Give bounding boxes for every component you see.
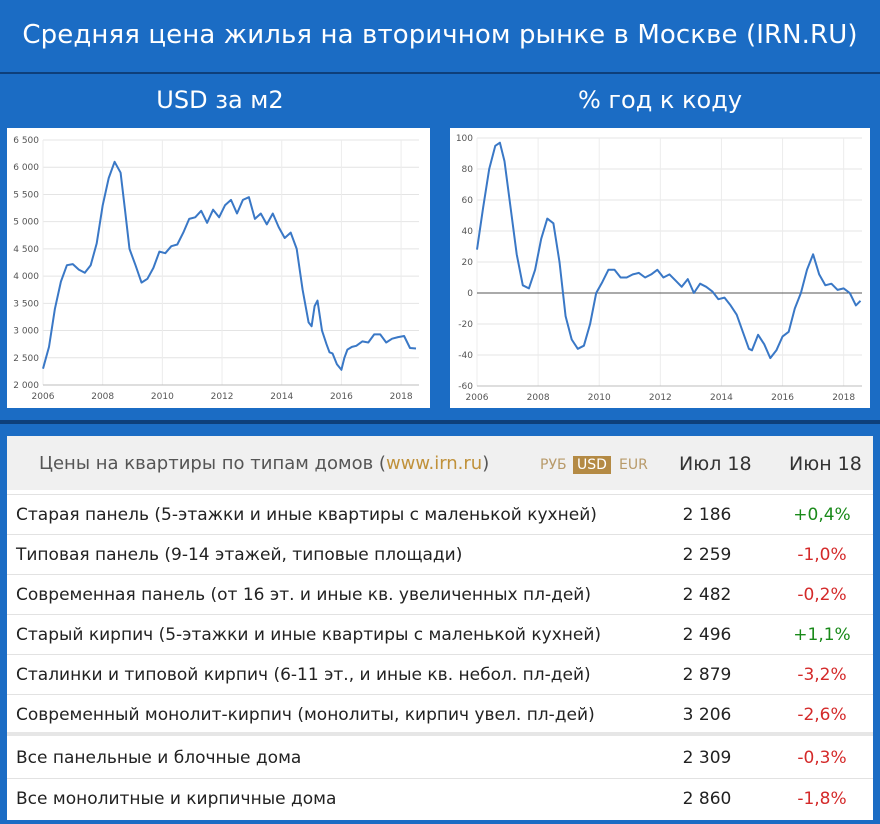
- row-value: 2 860: [682, 789, 732, 809]
- row-value: 2 879: [682, 665, 732, 685]
- yoy-chart: -60 -40 -20 0 20 40 60 80 100 2006 2008 2010 2012 201…: [450, 128, 870, 408]
- row-change: -1,0%: [797, 545, 847, 565]
- price-table: Цены на квартиры по типам домов (www.irn…: [7, 436, 873, 820]
- table-row: Типовая панель (9-14 этажей, типовые пло…: [7, 534, 873, 574]
- table-header: Цены на квартиры по типам домов (www.irn…: [7, 436, 873, 490]
- table-row: Старый кирпич (5-этажки и иные квартиры …: [7, 614, 873, 654]
- summary-row: Все панельные и блочные дома 2 309 -0,3%: [7, 738, 873, 778]
- price-chart-svg: 2 000 2 500 3 000 3 500 4 000 4 500 5 000 5 500…: [13, 136, 419, 402]
- currency-usd[interactable]: USD: [573, 456, 611, 474]
- yoy-y-tick-label: 60: [462, 196, 474, 206]
- yoy-y-tick-label: 0: [467, 289, 473, 299]
- price-y-tick-label: 4 500: [13, 245, 39, 255]
- yoy-series-line: [476, 141, 862, 360]
- price-x-tick-label: 2006: [32, 392, 55, 402]
- row-change: -0,3%: [797, 748, 847, 768]
- currency-rub[interactable]: РУБ: [540, 457, 567, 473]
- price-x-tick-label: 2010: [151, 392, 174, 402]
- price-y-tick-label: 4 000: [13, 272, 39, 282]
- currency-eur[interactable]: EUR: [619, 457, 648, 473]
- table-row: Современная панель (от 16 эт. и иные кв.…: [7, 574, 873, 614]
- row-value: 2 309: [682, 748, 732, 768]
- row-name: Сталинки и типовой кирпич (6-11 эт., и и…: [16, 665, 591, 685]
- column-previous-month: Июн 18: [789, 453, 862, 475]
- price-y-tick-label: 2 000: [13, 381, 39, 391]
- yoy-x-tick-label: 2016: [771, 393, 794, 403]
- yoy-y-tick-label: -60: [458, 382, 473, 392]
- row-change: +1,1%: [793, 625, 851, 645]
- summary-row: Все монолитные и кирпичные дома 2 860 -1…: [7, 778, 873, 818]
- price-x-tick-label: 2014: [270, 392, 293, 402]
- right-chart-title: % год к коду: [577, 86, 743, 114]
- yoy-x-tick-label: 2006: [466, 393, 489, 403]
- yoy-x-tick-label: 2018: [832, 393, 855, 403]
- yoy-y-tick-label: -20: [458, 320, 473, 330]
- table-title: Цены на квартиры по типам домов (www.irn…: [39, 453, 489, 474]
- yoy-y-tick-label: 40: [462, 227, 474, 237]
- price-x-tick-label: 2008: [91, 392, 114, 402]
- yoy-y-tick-label: 80: [462, 165, 474, 175]
- price-x-tick-label: 2018: [390, 392, 413, 402]
- row-change: +0,4%: [793, 505, 851, 525]
- yoy-y-tick-label: 20: [462, 258, 474, 268]
- row-name: Современный монолит-кирпич (монолиты, ки…: [16, 705, 595, 725]
- price-x-tick-label: 2016: [330, 392, 353, 402]
- yoy-x-tick-label: 2010: [588, 393, 611, 403]
- price-series-line: [42, 160, 417, 371]
- header-banner: Средняя цена жилья на вторичном рынке в …: [0, 0, 880, 74]
- price-y-tick-label: 6 000: [13, 163, 39, 173]
- table-row: Старая панель (5-этажки и иные квартиры …: [7, 494, 873, 534]
- row-change: -0,2%: [797, 585, 847, 605]
- row-value: 2 482: [682, 585, 732, 605]
- summary-separator: [7, 732, 873, 736]
- table-title-suffix: ): [482, 453, 490, 474]
- row-value: 2 259: [682, 545, 732, 565]
- price-y-tick-label: 5 000: [13, 218, 39, 228]
- row-name: Старая панель (5-этажки и иные квартиры …: [16, 505, 597, 525]
- row-name: Современная панель (от 16 эт. и иные кв.…: [16, 585, 591, 605]
- price-y-tick-label: 3 500: [13, 299, 39, 309]
- yoy-y-tick-label: -40: [458, 351, 473, 361]
- price-x-tick-label: 2012: [211, 392, 234, 402]
- price-y-tick-label: 5 500: [13, 190, 39, 200]
- row-value: 2 186: [682, 505, 732, 525]
- row-name: Типовая панель (9-14 этажей, типовые пло…: [16, 545, 463, 565]
- row-name: Старый кирпич (5-этажки и иные квартиры …: [16, 625, 602, 645]
- section-divider: [0, 420, 880, 424]
- yoy-x-tick-label: 2008: [527, 393, 550, 403]
- price-y-tick-label: 6 500: [13, 136, 39, 146]
- row-value: 3 206: [682, 705, 732, 725]
- page-title: Средняя цена жилья на вторичном рынке в …: [22, 20, 858, 50]
- row-change: -1,8%: [797, 789, 847, 809]
- left-chart-title: USD за м2: [156, 86, 284, 114]
- column-current-month: Июл 18: [679, 453, 752, 475]
- yoy-y-tick-label: 100: [456, 134, 473, 144]
- table-row: Современный монолит-кирпич (монолиты, ки…: [7, 694, 873, 734]
- price-y-tick-label: 3 000: [13, 327, 39, 337]
- price-chart: 2 000 2 500 3 000 3 500 4 000 4 500 5 000 5 500…: [7, 128, 430, 408]
- row-change: -3,2%: [797, 665, 847, 685]
- yoy-x-tick-label: 2012: [649, 393, 672, 403]
- row-change: -2,6%: [797, 705, 847, 725]
- yoy-x-tick-label: 2014: [710, 393, 733, 403]
- table-title-prefix: Цены на квартиры по типам домов (: [39, 453, 386, 474]
- irn-link[interactable]: www.irn.ru: [385, 453, 483, 474]
- yoy-chart-svg: -60 -40 -20 0 20 40 60 80 100 2006 2008 2010 2012 201…: [456, 134, 862, 403]
- table-row: Сталинки и типовой кирпич (6-11 эт., и и…: [7, 654, 873, 694]
- row-name: Все монолитные и кирпичные дома: [16, 789, 337, 809]
- row-value: 2 496: [682, 625, 732, 645]
- price-y-tick-label: 2 500: [13, 354, 39, 364]
- row-name: Все панельные и блочные дома: [16, 748, 302, 768]
